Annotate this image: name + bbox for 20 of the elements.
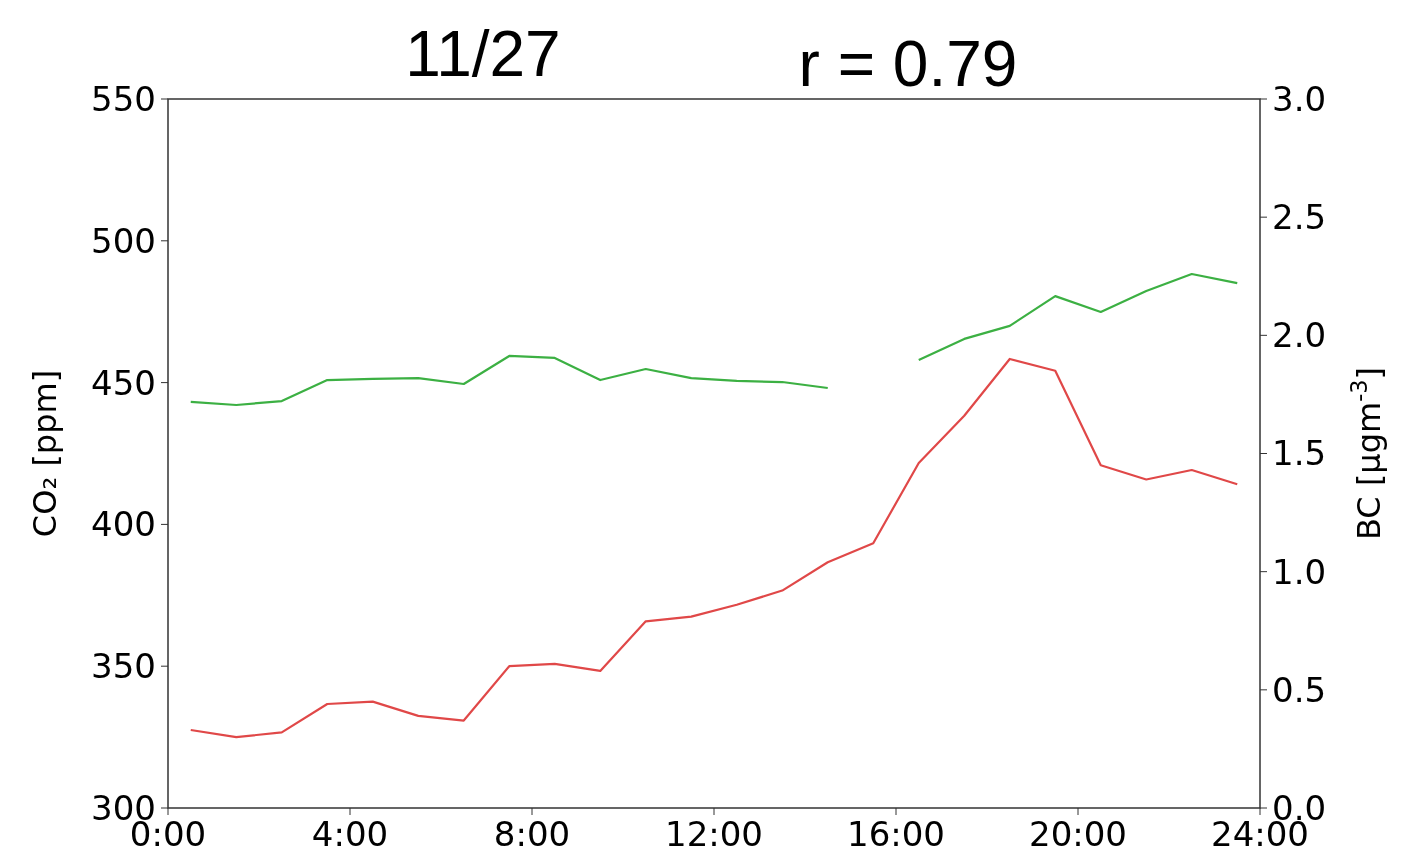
y2-tick-label: 3.0	[1272, 78, 1327, 119]
y2-tick-label: 1.5	[1272, 433, 1327, 474]
chart-title: 11/27	[405, 18, 561, 90]
line-series	[189, 357, 1239, 739]
x-tick-label: 12:00	[665, 814, 763, 854]
y-tick-label: 450	[91, 362, 156, 403]
x-tick-label: 8:00	[493, 814, 571, 854]
y-tick-label: 350	[91, 646, 156, 687]
annotation: r = 0.79	[798, 28, 1018, 100]
y-axis-title: CO₂ [ppm]	[26, 369, 64, 538]
y-tick-label: 500	[91, 220, 156, 261]
x-tick-label: 20:00	[1029, 814, 1127, 854]
x-tick-label: 16:00	[847, 814, 945, 854]
y2-tick-label: 2.0	[1272, 315, 1327, 356]
y-tick-label: 550	[91, 78, 156, 119]
y2-tick-label: 2.5	[1272, 197, 1327, 238]
y2-tick-label: 1.0	[1272, 551, 1327, 592]
y-tick-label: 400	[91, 504, 156, 545]
x-tick-label: 4:00	[311, 814, 389, 854]
y2-tick-label: 0.5	[1272, 669, 1327, 710]
